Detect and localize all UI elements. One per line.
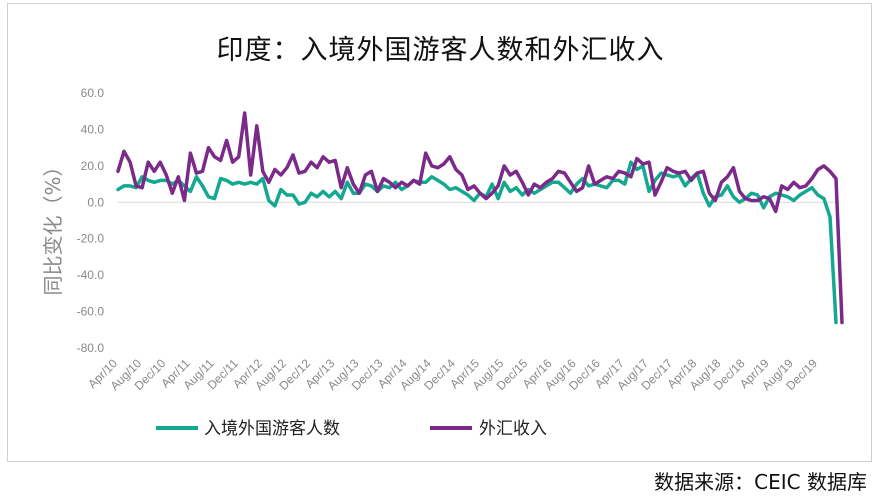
legend-label-earnings: 外汇收入 xyxy=(479,419,547,439)
legend: 入境外国游客人数 外汇收入 xyxy=(156,419,547,439)
y-axis: 60.0 40.0 20.0 0.0 -20.0 -40.0 -60.0 -80.0 xyxy=(77,86,105,355)
y-tick-label: 20.0 xyxy=(81,159,105,173)
line-chart: 60.0 40.0 20.0 0.0 -20.0 -40.0 -60.0 -80.0 Apr/… xyxy=(41,86,844,439)
y-axis-label: 同比变化（%） xyxy=(41,156,65,295)
y-tick-label: -20.0 xyxy=(77,232,105,246)
plot-area xyxy=(116,111,844,325)
y-tick-label: 60.0 xyxy=(81,86,105,100)
y-tick-label: 40.0 xyxy=(81,122,105,136)
series-line-earnings xyxy=(116,111,844,325)
x-axis: Apr/10Aug/10Dec/10Apr/11Aug/11Dec/11Apr/… xyxy=(85,356,820,393)
y-tick-label: -80.0 xyxy=(77,341,105,355)
series-line-visitors xyxy=(116,160,838,325)
y-tick-label: 0.0 xyxy=(87,195,104,209)
chart-frame xyxy=(7,3,872,462)
legend-label-visitors: 入境外国游客人数 xyxy=(204,419,340,439)
y-tick-label: -40.0 xyxy=(77,268,105,282)
y-tick-label: -60.0 xyxy=(77,305,105,319)
chart-title: 印度：入境外国游客人数和外汇收入 xyxy=(216,35,665,66)
source-note: 数据来源：CEIC 数据库 xyxy=(654,470,867,494)
